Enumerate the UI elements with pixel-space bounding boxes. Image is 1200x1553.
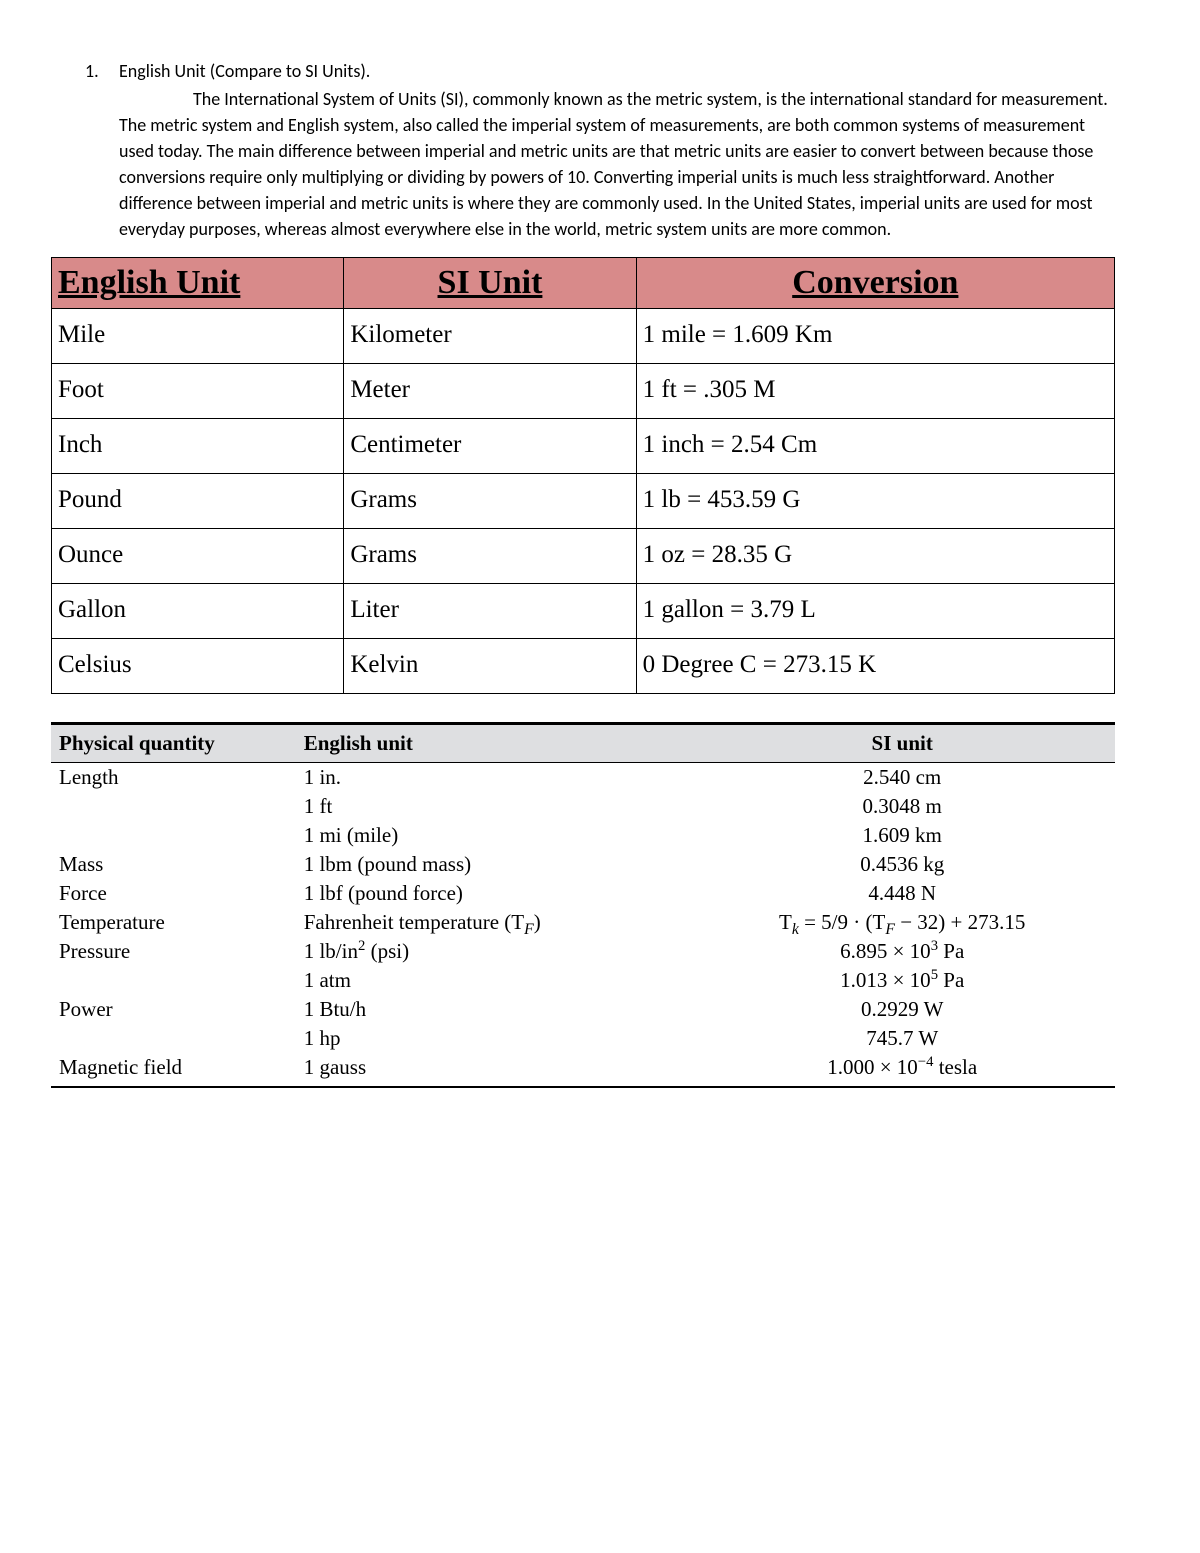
table-cell: Meter [344,363,636,418]
table-cell: 0 Degree C = 273.15 K [636,638,1114,693]
cell-physical-quantity [51,1024,296,1053]
cell-physical-quantity: Magnetic field [51,1053,296,1087]
cell-physical-quantity: Mass [51,850,296,879]
table-cell: Foot [52,363,344,418]
heading-title-lead: English Unit (C [119,60,225,82]
col-physical-quantity: Physical quantity [51,723,296,762]
table1-body: MileKilometer1 mile = 1.609 KmFootMeter1… [52,308,1115,693]
heading-title: English Unit (Compare to SI Units). [119,60,370,82]
table-row: 1 mi (mile)1.609 km [51,821,1115,850]
table-row: Mass1 lbm (pound mass)0.4536 kg [51,850,1115,879]
table-row: OunceGrams1 oz = 28.35 G [52,528,1115,583]
cell-physical-quantity: Length [51,762,296,792]
cell-english-unit: 1 mi (mile) [296,821,690,850]
table-cell: Centimeter [344,418,636,473]
cell-english-unit: 1 in. [296,762,690,792]
cell-si-unit: 4.448 N [689,879,1115,908]
table-cell: Kilometer [344,308,636,363]
table-row: Force1 lbf (pound force)4.448 N [51,879,1115,908]
table-row: Pressure1 lb/in2 (psi)6.895 × 103 Pa [51,937,1115,966]
table-cell: Pound [52,473,344,528]
cell-english-unit: 1 gauss [296,1053,690,1087]
cell-physical-quantity [51,966,296,995]
cell-english-unit: Fahrenheit temperature (TF) [296,908,690,937]
table-cell: Celsius [52,638,344,693]
table-header-row: English Unit SI Unit Conversion [52,257,1115,308]
table-row: InchCentimeter1 inch = 2.54 Cm [52,418,1115,473]
cell-physical-quantity [51,792,296,821]
col-conversion: Conversion [636,257,1114,308]
cell-english-unit: 1 lb/in2 (psi) [296,937,690,966]
table-cell: 1 gallon = 3.79 L [636,583,1114,638]
table-cell: Liter [344,583,636,638]
table-row: 1 hp745.7 W [51,1024,1115,1053]
table-cell: Gallon [52,583,344,638]
intro-text: The International System of Units (SI), … [119,88,1108,240]
cell-physical-quantity: Power [51,995,296,1024]
table-row: Power1 Btu/h0.2929 W [51,995,1115,1024]
table-row: 1 atm1.013 × 105 Pa [51,966,1115,995]
cell-english-unit: 1 lbm (pound mass) [296,850,690,879]
table-cell: 1 lb = 453.59 G [636,473,1114,528]
table-row: MileKilometer1 mile = 1.609 Km [52,308,1115,363]
table-row: GallonLiter1 gallon = 3.79 L [52,583,1115,638]
cell-si-unit: 6.895 × 103 Pa [689,937,1115,966]
table-cell: Grams [344,473,636,528]
cell-physical-quantity [51,821,296,850]
table-row: CelsiusKelvin0 Degree C = 273.15 K [52,638,1115,693]
cell-english-unit: 1 Btu/h [296,995,690,1024]
col-english-unit: English Unit [52,257,344,308]
cell-si-unit: Tk = 5/9 · (TF − 32) + 273.15 [689,908,1115,937]
cell-si-unit: 1.000 × 10−4 tesla [689,1053,1115,1087]
col-english-unit: English unit [296,723,690,762]
intro-paragraph: The International System of Units (SI), … [85,86,1115,243]
cell-si-unit: 1.013 × 105 Pa [689,966,1115,995]
cell-physical-quantity: Pressure [51,937,296,966]
table-header-row: Physical quantity English unit SI unit [51,723,1115,762]
table-cell: 1 mile = 1.609 Km [636,308,1114,363]
cell-physical-quantity: Force [51,879,296,908]
cell-english-unit: 1 atm [296,966,690,995]
cell-si-unit: 745.7 W [689,1024,1115,1053]
cell-si-unit: 2.540 cm [689,762,1115,792]
cell-si-unit: 0.4536 kg [689,850,1115,879]
cell-english-unit: 1 ft [296,792,690,821]
table-row: Length1 in.2.540 cm [51,762,1115,792]
table2-body: Length1 in.2.540 cm1 ft0.3048 m1 mi (mil… [51,762,1115,1087]
cell-si-unit: 1.609 km [689,821,1115,850]
table-cell: Inch [52,418,344,473]
table-row: PoundGrams1 lb = 453.59 G [52,473,1115,528]
col-si-unit: SI unit [689,723,1115,762]
table-cell: 1 oz = 28.35 G [636,528,1114,583]
table-row: FootMeter1 ft = .305 M [52,363,1115,418]
table-row: Magnetic field1 gauss1.000 × 10−4 tesla [51,1053,1115,1087]
cell-english-unit: 1 hp [296,1024,690,1053]
conversion-table-2: Physical quantity English unit SI unit L… [51,722,1115,1088]
conversion-table-1: English Unit SI Unit Conversion MileKilo… [51,257,1115,694]
cell-english-unit: 1 lbf (pound force) [296,879,690,908]
heading-number: 1. [85,60,119,82]
table-cell: Grams [344,528,636,583]
table-cell: Mile [52,308,344,363]
table-row: 1 ft0.3048 m [51,792,1115,821]
section-heading: 1. English Unit (Compare to SI Units). [85,60,1115,82]
table-cell: 1 ft = .305 M [636,363,1114,418]
table-row: TemperatureFahrenheit temperature (TF)Tk… [51,908,1115,937]
table-cell: Ounce [52,528,344,583]
col-si-unit: SI Unit [344,257,636,308]
document-page: 1. English Unit (Compare to SI Units). T… [0,0,1200,1148]
table-cell: 1 inch = 2.54 Cm [636,418,1114,473]
cell-si-unit: 0.2929 W [689,995,1115,1024]
table-cell: Kelvin [344,638,636,693]
cell-si-unit: 0.3048 m [689,792,1115,821]
heading-title-rest: ompare to SI Units). [225,60,371,82]
cell-physical-quantity: Temperature [51,908,296,937]
